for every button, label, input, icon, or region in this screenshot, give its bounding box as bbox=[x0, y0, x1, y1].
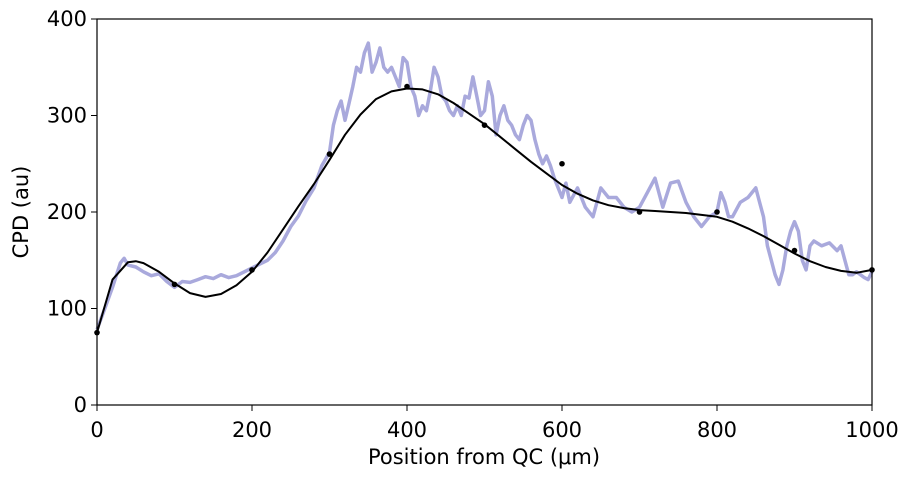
data-point bbox=[481, 122, 488, 128]
y-tick-label: 300 bbox=[47, 104, 87, 128]
data-point bbox=[326, 151, 333, 157]
fit-line bbox=[96, 87, 873, 333]
plot-frame bbox=[96, 18, 873, 406]
x-tick-label: 400 bbox=[387, 418, 427, 442]
x-tick-label: 200 bbox=[232, 418, 272, 442]
x-axis-label: Position from QC (μm) bbox=[368, 445, 600, 469]
y-tick-label: 200 bbox=[47, 200, 87, 224]
x-tick-label: 1000 bbox=[845, 418, 898, 442]
y-axis-label: CPD (au) bbox=[9, 166, 33, 259]
x-tick-label: 0 bbox=[90, 418, 103, 442]
data-point bbox=[636, 209, 643, 215]
plot-area bbox=[94, 41, 875, 336]
data-point bbox=[404, 83, 410, 90]
y-tick-label: 400 bbox=[47, 7, 87, 31]
y-tick-label: 0 bbox=[74, 393, 87, 417]
measurement-line bbox=[95, 41, 874, 331]
x-tick-label: 600 bbox=[542, 418, 582, 442]
x-tick-label: 800 bbox=[697, 418, 737, 442]
data-point bbox=[249, 267, 255, 273]
y-axis-ticks: 0 100 200 300 400 bbox=[47, 7, 97, 417]
data-point bbox=[559, 160, 565, 167]
data-point bbox=[791, 247, 798, 254]
x-axis-ticks: 0 200 400 600 800 1000 bbox=[90, 405, 899, 442]
data-point bbox=[714, 209, 720, 215]
data-point bbox=[171, 281, 178, 288]
y-tick-label: 100 bbox=[47, 297, 87, 321]
